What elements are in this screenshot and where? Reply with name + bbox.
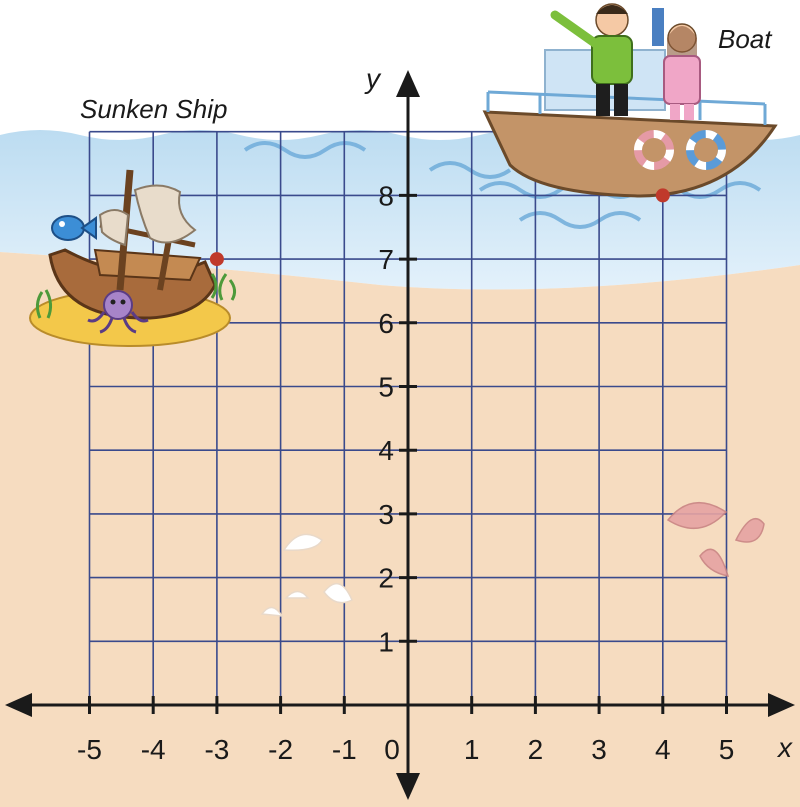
torn-sail-2	[98, 209, 130, 247]
y-tick-label: 2	[378, 563, 394, 594]
x-tick-label: 4	[655, 734, 671, 765]
octopus-icon	[87, 290, 149, 334]
shell-icon-group-pink	[666, 501, 765, 577]
fish-icon	[51, 215, 97, 241]
boat-illustration	[482, 3, 778, 198]
sand	[0, 252, 800, 807]
sunken-ship-point	[209, 252, 224, 267]
y-tick-label: 8	[378, 180, 394, 211]
x-tick-label: -2	[268, 734, 293, 765]
y-tick-label: 7	[378, 244, 394, 275]
boat-point	[655, 188, 670, 203]
seaweed	[35, 273, 237, 319]
life-ring-icon-2	[686, 130, 726, 170]
sunken-ship-illustration	[29, 169, 237, 347]
y-axis-arrow-up	[396, 70, 420, 97]
x-tick-label: 1	[464, 734, 480, 765]
x-tick-label: -3	[204, 734, 229, 765]
shell-icon	[734, 518, 765, 543]
x-tick-label: 0	[384, 734, 400, 765]
y-axis-arrow-down	[396, 773, 420, 800]
x-axis-arrow-left	[5, 693, 32, 717]
tick-labels: -5 -4 -3 -2 -1 0 1 2 3 4 5 1 2 3 4 5 6 7 8	[77, 180, 734, 765]
y-axis-label: y	[364, 63, 382, 94]
y-tick-label: 1	[378, 626, 394, 657]
shell-icon-group-white	[260, 533, 353, 617]
life-ring-icon	[634, 130, 674, 170]
shell-icon	[284, 590, 310, 599]
shell-icon	[699, 548, 730, 577]
x-tick-label: -5	[77, 734, 102, 765]
boat-label: Boat	[718, 24, 773, 54]
x-axis-label: x	[776, 732, 793, 763]
torn-sail	[133, 184, 197, 244]
shell-icon	[323, 583, 353, 604]
x-tick-label: -4	[141, 734, 166, 765]
waves	[243, 141, 762, 229]
y-tick-label: 6	[378, 308, 394, 339]
boy-figure	[550, 3, 633, 116]
girl-figure	[652, 8, 701, 120]
y-tick-label: 4	[378, 435, 394, 466]
x-tick-label: 5	[719, 734, 735, 765]
y-tick-label: 3	[378, 499, 394, 530]
axes	[5, 70, 795, 800]
shell-icon	[666, 501, 728, 530]
x-tick-label: 2	[528, 734, 544, 765]
y-tick-label: 5	[378, 372, 394, 403]
x-tick-label: -1	[332, 734, 357, 765]
tick-marks	[88, 193, 728, 714]
x-axis-arrow-right	[768, 693, 795, 717]
shell-icon	[260, 606, 284, 617]
shell-icon	[282, 533, 323, 552]
sunken-ship-label: Sunken Ship	[80, 94, 227, 124]
x-tick-label: 3	[591, 734, 607, 765]
